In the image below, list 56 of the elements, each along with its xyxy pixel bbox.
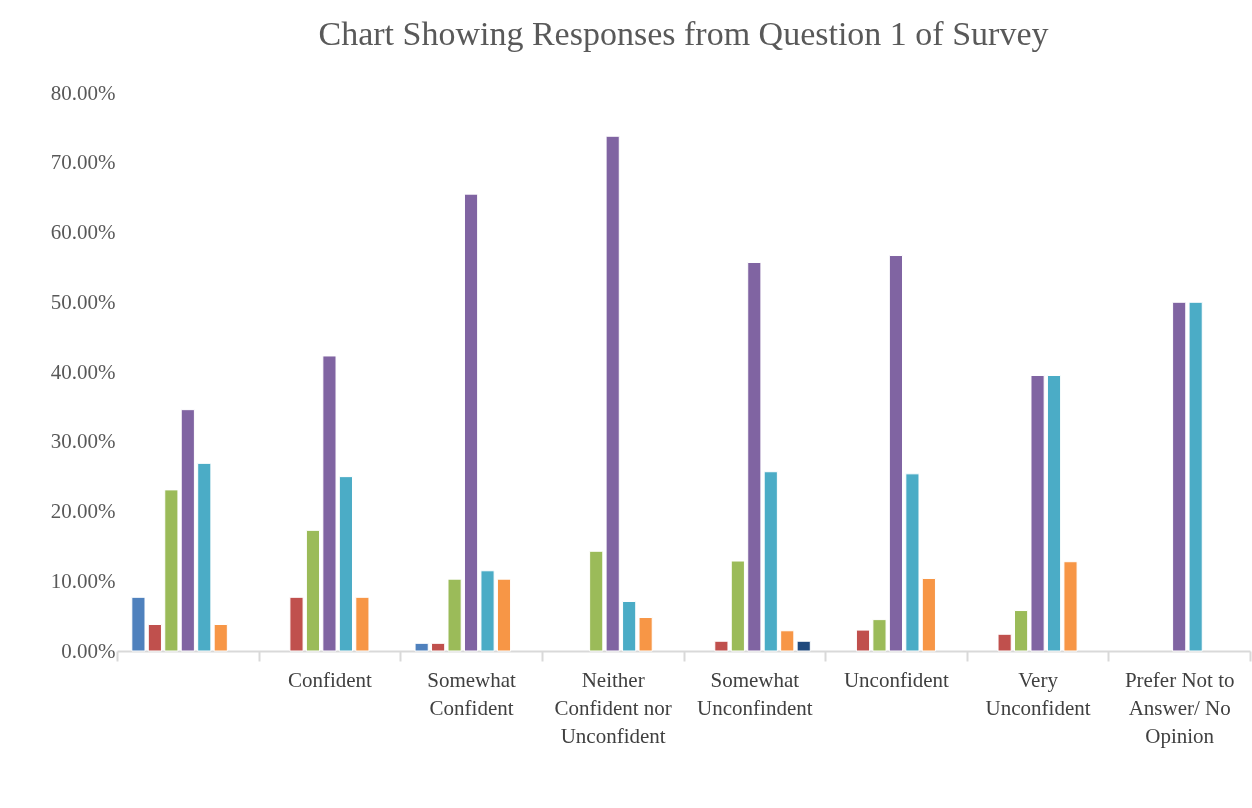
- bar: [431, 642, 446, 652]
- bar: [605, 135, 620, 652]
- y-tick-label: 0.00%: [61, 638, 116, 663]
- bar: [1188, 301, 1203, 652]
- bar: [197, 462, 212, 652]
- bar: [997, 633, 1012, 652]
- bar: [796, 640, 811, 652]
- x-tick-label: Neither Confident nor Unconfident: [554, 667, 672, 748]
- bar: [131, 596, 146, 652]
- y-tick-label: 30.00%: [50, 429, 116, 454]
- x-tick-label: Prefer Not to Answer/ No Opinion: [1124, 667, 1235, 748]
- bar: [763, 471, 778, 652]
- bar: [747, 261, 762, 652]
- x-tick-label: Confident: [287, 667, 373, 692]
- bar: [289, 596, 304, 652]
- bar: [872, 619, 887, 652]
- y-tick-label: 80.00%: [50, 80, 116, 105]
- bar: [322, 355, 337, 652]
- x-tick-label: Somewhat Unconfindent: [697, 667, 813, 720]
- y-tick-label: 40.00%: [50, 359, 116, 384]
- bar: [463, 193, 479, 652]
- bar: [1063, 561, 1078, 652]
- bar: [414, 642, 429, 652]
- y-tick-label: 50.00%: [50, 289, 116, 314]
- bar: [1030, 374, 1045, 652]
- bar: [888, 255, 904, 652]
- bar: [164, 489, 179, 652]
- y-tick-label: 10.00%: [50, 568, 116, 593]
- bar: [855, 629, 871, 652]
- bar: [213, 624, 228, 652]
- bar: [447, 578, 462, 652]
- bar: [714, 640, 729, 652]
- bar: [905, 473, 920, 652]
- bar: [180, 409, 195, 652]
- x-tick-label: Very Unconfident: [985, 667, 1091, 720]
- bar: [730, 560, 745, 652]
- bar: [589, 550, 604, 652]
- bar: [622, 600, 637, 652]
- x-tick-label: Somewhat Confident: [427, 667, 517, 720]
- bar: [1046, 374, 1062, 652]
- bar: [921, 577, 936, 652]
- bar: [496, 578, 512, 652]
- bar: [1172, 301, 1187, 652]
- bar: [338, 476, 353, 652]
- y-tick-label: 20.00%: [50, 499, 116, 523]
- bar: [480, 570, 495, 652]
- bar: [305, 529, 321, 652]
- bar: [1014, 610, 1029, 652]
- bar: [355, 596, 370, 652]
- chart-title: Chart Showing Responses from Question 1 of Survey: [318, 15, 1049, 52]
- bar: [638, 617, 653, 652]
- bar: [147, 624, 162, 652]
- y-tick-label: 70.00%: [50, 150, 116, 175]
- y-tick-label: 60.00%: [50, 220, 116, 244]
- bar: [780, 630, 795, 652]
- x-tick-label: Unconfident: [843, 667, 950, 692]
